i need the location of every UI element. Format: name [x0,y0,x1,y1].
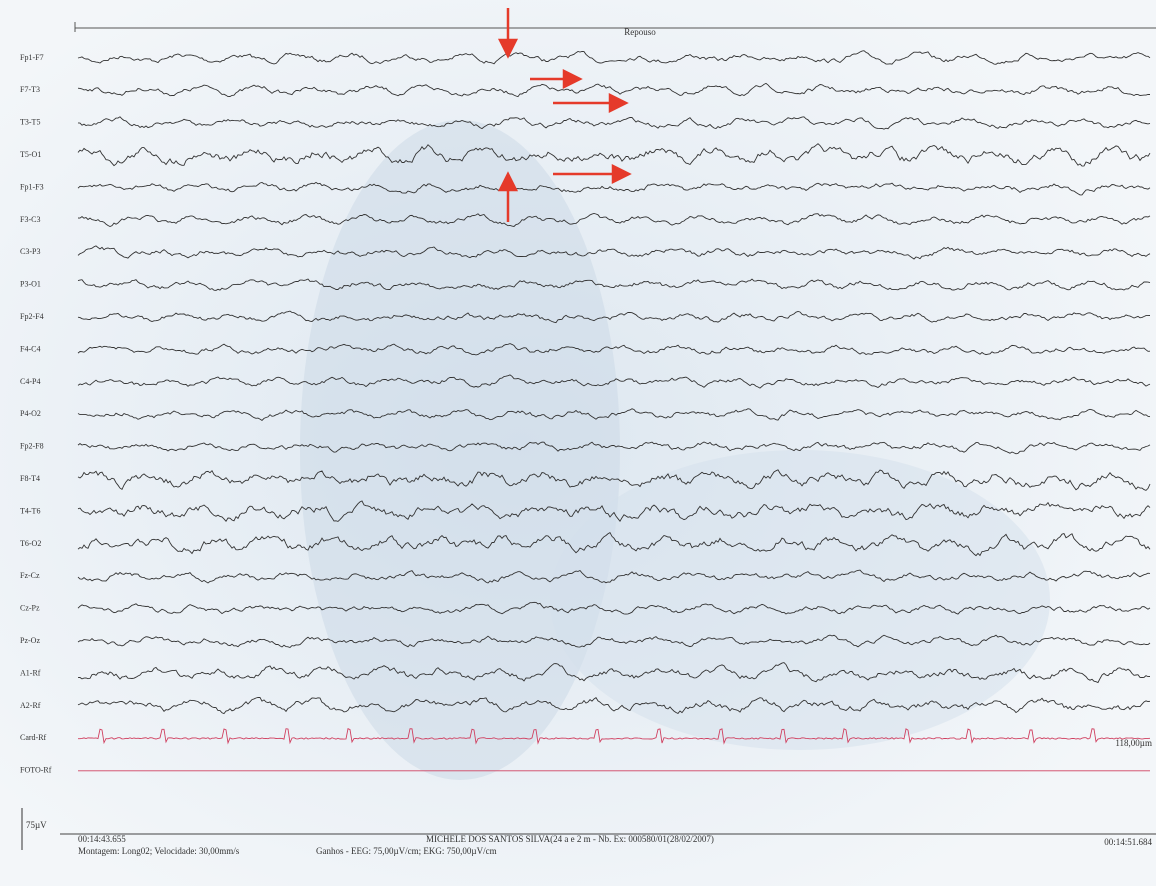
channel-label: Cz-Pz [20,604,40,613]
start-time: 00:14:43.655 [78,834,126,844]
channel-label: Pz-Oz [20,636,40,645]
channel-label: Fp2-F8 [20,442,44,451]
channel-label: F3-C3 [20,215,40,224]
channel-label: T6-O2 [20,539,41,548]
scale-label: 75µV [26,820,47,830]
channel-label: T5-O1 [20,150,41,159]
gains: Ganhos - EEG: 75,00µV/cm; EKG: 750,00µV/… [316,846,497,856]
channel-label: T4-T6 [20,506,40,515]
channel-label: F7-T3 [20,85,40,94]
channel-label: C4-P4 [20,377,40,386]
end-time: 00:14:51.684 [1104,837,1152,847]
patient: MICHELE DOS SANTOS SILVA(24 a e 2 m - Nb… [426,834,714,844]
channel-label: A1-Rf [20,668,41,677]
cloud [550,450,1050,750]
right-label: 118,00µm [1115,738,1152,748]
channel-label: A2-Rf [20,701,41,710]
channel-label: Fp1-F3 [20,182,44,191]
channel-label: T3-T5 [20,118,40,127]
channel-label: F4-C4 [20,344,40,353]
channel-label: Card-Rf [20,733,47,742]
channel-label: P3-O1 [20,280,41,289]
channel-label: Fz-Cz [20,571,40,580]
channel-label: F8-T4 [20,474,40,483]
channel-label: FOTO-Rf [20,766,52,775]
channel-label: Fp1-F7 [20,53,44,62]
eeg-page: Repouso 75µV 00:14:43.655 Montagem: Long… [0,0,1156,886]
channel-label: C3-P3 [20,247,40,256]
section-title: Repouso [624,27,656,37]
channel-label: P4-O2 [20,409,41,418]
channel-label: Fp2-F4 [20,312,44,321]
montage: Montagem: Long02; Velocidade: 30,00mm/s [78,846,240,856]
